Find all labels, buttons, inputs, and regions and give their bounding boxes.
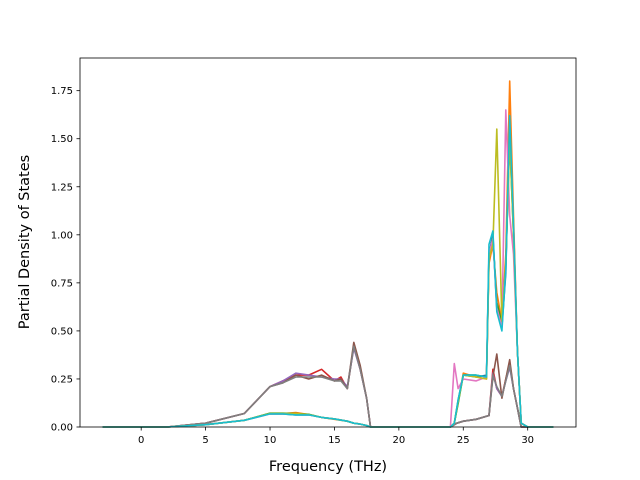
x-tick-label: 30 bbox=[521, 435, 534, 446]
x-axis-label: Frequency (THz) bbox=[269, 459, 387, 475]
series-layer bbox=[102, 80, 554, 428]
x-tick-label: 5 bbox=[202, 435, 208, 446]
series-line-10 bbox=[102, 114, 554, 428]
y-tick-label: 1.25 bbox=[51, 182, 73, 193]
series-line-8 bbox=[102, 345, 554, 428]
y-axis-label: Partial Density of States bbox=[17, 155, 33, 329]
plot-frame bbox=[79, 57, 577, 428]
x-tick-label: 15 bbox=[328, 435, 341, 446]
y-tick-label: 1.75 bbox=[51, 86, 73, 97]
x-tick-label: 10 bbox=[264, 435, 277, 446]
x-tick-label: 25 bbox=[457, 435, 470, 446]
x-tick-label: 20 bbox=[392, 435, 405, 446]
y-tick-label: 0.75 bbox=[51, 278, 73, 289]
x-tick-label: 0 bbox=[138, 435, 144, 446]
y-axis-ticks: 0.00 0.25 0.50 0.75 1.00 1.25 1.50 1.75 bbox=[51, 86, 80, 434]
x-axis-ticks: 0 5 10 15 20 25 30 bbox=[138, 427, 534, 446]
y-tick-label: 0.00 bbox=[51, 423, 73, 434]
y-tick-label: 1.00 bbox=[51, 230, 73, 241]
y-tick-label: 1.50 bbox=[51, 134, 73, 145]
y-tick-label: 0.25 bbox=[51, 374, 73, 385]
y-tick-label: 0.50 bbox=[51, 326, 73, 337]
